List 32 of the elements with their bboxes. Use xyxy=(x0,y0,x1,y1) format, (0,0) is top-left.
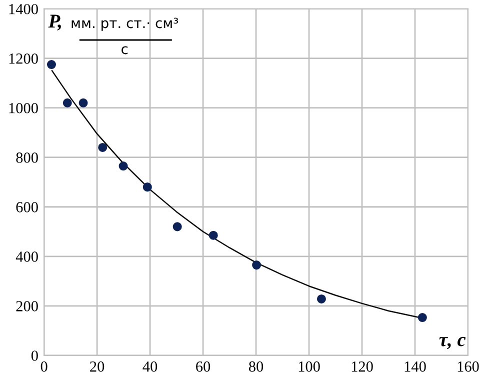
point xyxy=(62,98,72,108)
x-tick-label: 100 xyxy=(298,361,320,372)
x-tick-label: 20 xyxy=(90,361,104,372)
y-tick-label: 1000 xyxy=(9,102,38,114)
y-tick-label: 0 xyxy=(31,350,38,361)
x-tick-label: 0 xyxy=(40,361,48,372)
x-tick-label: 120 xyxy=(352,361,373,372)
x-axis-title: τ, с xyxy=(439,336,466,350)
point xyxy=(208,230,218,240)
y-tick-label: 800 xyxy=(16,152,38,163)
point xyxy=(316,294,326,304)
x-tick-label: 40 xyxy=(142,361,158,372)
point xyxy=(118,162,128,171)
annotation: с xyxy=(122,46,128,54)
y-tick-label: 600 xyxy=(16,202,38,212)
point xyxy=(98,142,108,152)
y-tick-label: 1200 xyxy=(9,53,38,64)
annotation: мм. рт. ст.· см³ xyxy=(72,18,178,31)
y-tick-label: 400 xyxy=(16,252,38,262)
point xyxy=(46,60,56,70)
y-tick-label: 1400 xyxy=(9,4,38,14)
x-tick-label: 140 xyxy=(404,361,426,372)
x-tick-label: 160 xyxy=(458,361,479,372)
point xyxy=(142,182,152,192)
x-tick-label: 80 xyxy=(248,361,264,372)
point xyxy=(78,98,88,108)
point xyxy=(252,260,262,270)
x-tick-label: 60 xyxy=(196,361,210,372)
point xyxy=(172,222,182,232)
y-tick-label: 200 xyxy=(16,301,38,312)
y-axis-title: P, xyxy=(48,14,61,31)
point xyxy=(418,313,427,322)
